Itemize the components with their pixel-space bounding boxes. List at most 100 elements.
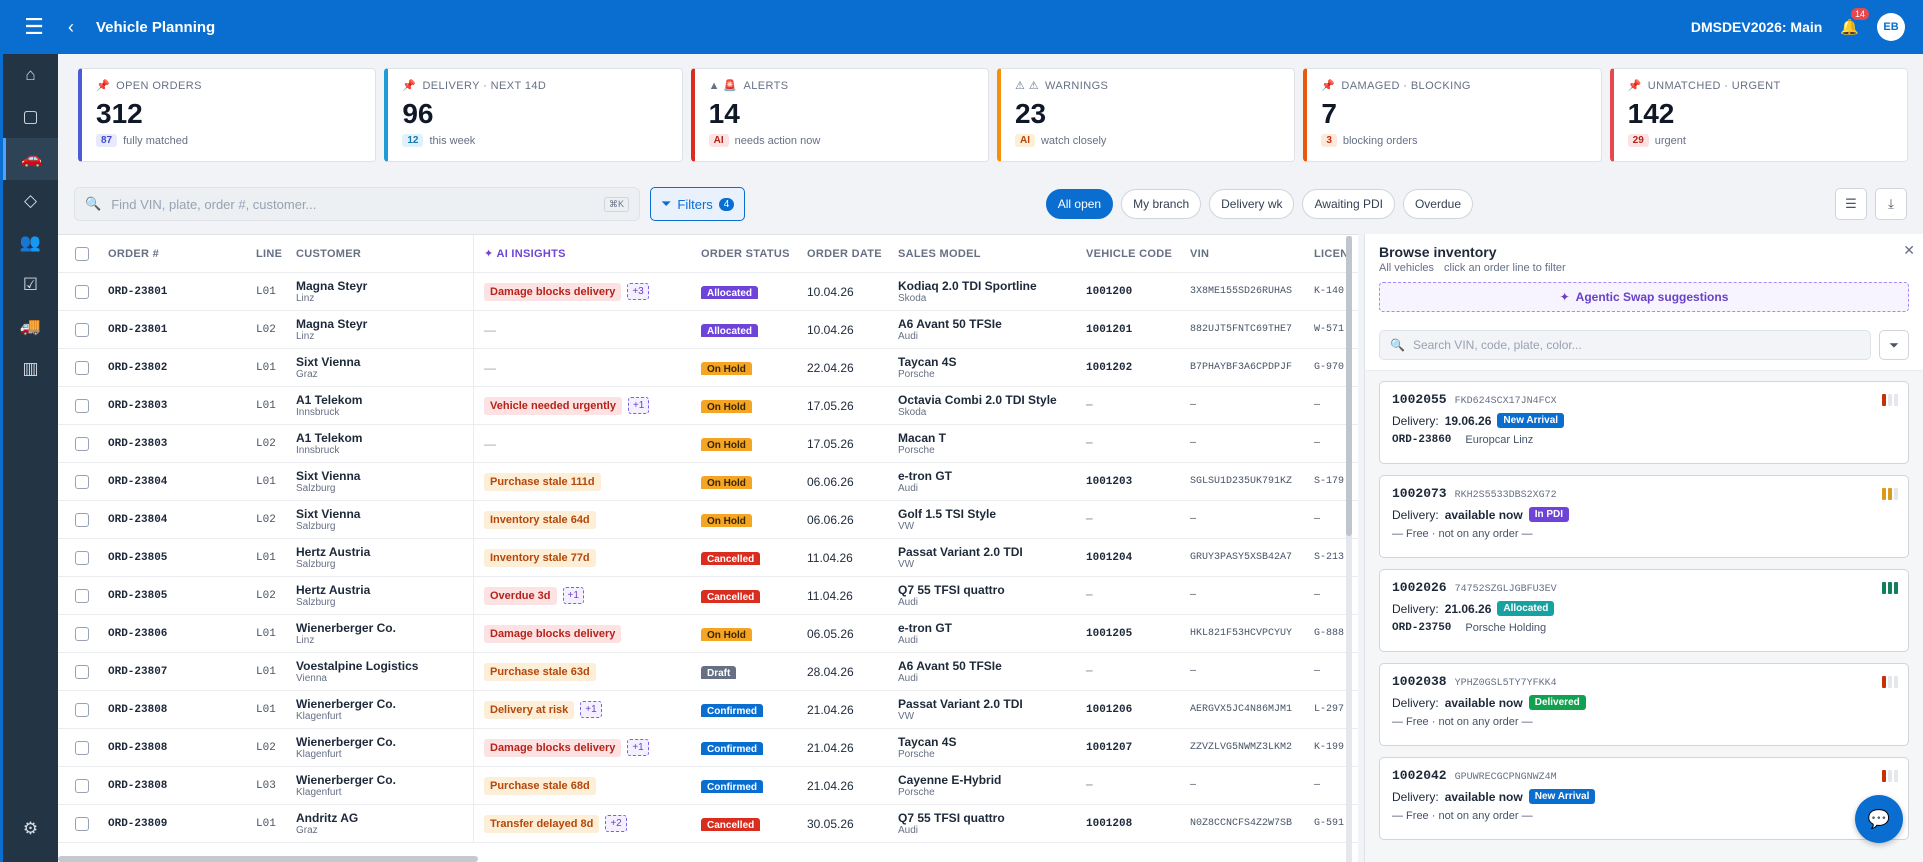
ai-insight-tag[interactable]: Delivery at risk	[484, 700, 575, 719]
order-number[interactable]: ORD-23808	[108, 779, 168, 792]
agentic-swap-button[interactable]: ✦ Agentic Swap suggestions	[1379, 282, 1909, 312]
sidebar-tag-icon[interactable]: ◇	[23, 191, 38, 210]
close-icon[interactable]: ✕	[1903, 242, 1915, 258]
inventory-card[interactable]: 1002038 YPHZ0GSL5TY7YFKK4 Delivery: availab…	[1379, 663, 1909, 746]
row-checkbox[interactable]	[75, 740, 89, 755]
quick-filter-pill[interactable]: My branch	[1121, 189, 1202, 219]
table-row[interactable]: ORD-23803 L02 A1 Telekom Innsbruck — On Hold 1…	[58, 425, 1358, 463]
order-number[interactable]: ORD-23803	[108, 399, 168, 412]
table-row[interactable]: ORD-23801 L01 Magna Steyr Linz Damage blocks…	[58, 273, 1358, 311]
vehicle-code[interactable]: 1001208	[1086, 817, 1133, 830]
sidebar-car-icon[interactable]: 🚗	[3, 138, 58, 180]
license-value[interactable]: K-140	[1314, 286, 1345, 297]
col-status[interactable]: ORDER STATUS	[701, 247, 790, 260]
vin-value[interactable]: AERGVX5JC4N86MJM1	[1190, 704, 1293, 715]
table-row[interactable]: ORD-23809 L01 Andritz AG Graz Transfer delay…	[58, 805, 1358, 843]
ai-insight-tag[interactable]: Vehicle needed urgently	[484, 396, 622, 415]
bell-icon[interactable]: 🔔 14	[1840, 8, 1869, 36]
order-number[interactable]: ORD-23808	[108, 703, 168, 716]
row-checkbox[interactable]	[75, 702, 89, 717]
ai-insight-tag[interactable]: Purchase stale 63d	[484, 662, 596, 681]
kpi-card[interactable]: 📌 DELIVERY · NEXT 14D 96 12 this week	[384, 68, 683, 162]
vehicle-code[interactable]: 1001204	[1086, 551, 1133, 564]
row-checkbox[interactable]	[75, 550, 89, 565]
vehicle-code[interactable]: 1001206	[1086, 703, 1133, 716]
kpi-card[interactable]: 📌 OPEN ORDERS 312 87 fully matched	[78, 68, 377, 162]
table-row[interactable]: ORD-23805 L02 Hertz Austria Salzburg Overdue…	[58, 577, 1358, 615]
ai-insight-tag[interactable]: Purchase stale 68d	[484, 776, 596, 795]
row-checkbox[interactable]	[75, 360, 89, 375]
inventory-card[interactable]: 1002026 74752SZGLJGBFU3EV Delivery: 21.06.2…	[1379, 569, 1909, 652]
ai-insight-tag[interactable]: Transfer delayed 8d	[484, 814, 600, 833]
linked-order[interactable]: ORD-23860	[1392, 434, 1452, 446]
table-row[interactable]: ORD-23808 L03 Wienerberger Co. Klagenfurt Pu…	[58, 767, 1358, 805]
kpi-card[interactable]: ⚠ ⚠ WARNINGS 23 AI watch closely	[996, 68, 1296, 162]
sidebar-truck-icon[interactable]: 🚚	[19, 317, 42, 336]
search-input[interactable]: 🔍 Find VIN, plate, order #, customer... …	[74, 187, 640, 221]
sidebar-chart-icon[interactable]: ▥	[22, 359, 39, 378]
sidebar-checklist-icon[interactable]: ☑	[22, 275, 39, 294]
col-license[interactable]: LICEN	[1314, 247, 1349, 260]
filters-button[interactable]: ⏷ Filters 4	[650, 187, 746, 221]
inventory-card[interactable]: 1002042 GPUWRECGCPNGNWZ4M Delivery: availab…	[1379, 757, 1909, 840]
select-all-checkbox[interactable]	[75, 246, 89, 261]
back-chevron-icon[interactable]: ‹	[68, 16, 74, 37]
linked-order[interactable]: ORD-23750	[1392, 622, 1452, 634]
table-row[interactable]: ORD-23807 L01 Voestalpine Logistics Vienna P…	[58, 653, 1358, 691]
inventory-search-input[interactable]: 🔍 Search VIN, code, plate, color...	[1379, 330, 1871, 360]
vin-value[interactable]: ZZVZLVG5NWMZ3LKM2	[1190, 742, 1293, 753]
row-checkbox[interactable]	[75, 588, 89, 603]
chat-icon[interactable]: 💬	[1855, 795, 1903, 843]
order-number[interactable]: ORD-23801	[108, 323, 168, 336]
table-row[interactable]: ORD-23804 L02 Sixt Vienna Salzburg Inventory…	[58, 501, 1358, 539]
quick-filter-pill[interactable]: Delivery wk	[1209, 189, 1295, 219]
license-value[interactable]: S-179	[1314, 476, 1345, 487]
ai-insight-tag[interactable]: Overdue 3d	[484, 586, 557, 605]
order-number[interactable]: ORD-23804	[108, 513, 168, 526]
inventory-card[interactable]: 1002073 RKH2S5533DBS2XG72 Delivery: availab…	[1379, 475, 1909, 558]
order-number[interactable]: ORD-23806	[108, 627, 168, 640]
vehicle-code[interactable]: 1001207	[1086, 741, 1133, 754]
settings-gear-icon[interactable]: ⚙	[22, 819, 39, 838]
order-number[interactable]: ORD-23805	[108, 589, 168, 602]
row-checkbox[interactable]	[75, 474, 89, 489]
kpi-card[interactable]: 📌 UNMATCHED · URGENT 142 29 urgent	[1609, 68, 1908, 162]
vehicle-code[interactable]: 1001201	[1086, 323, 1133, 336]
license-value[interactable]: L-297	[1314, 704, 1345, 715]
ai-insight-tag[interactable]: Purchase stale 111d	[484, 472, 601, 491]
license-value[interactable]: S-213	[1314, 552, 1345, 563]
avatar[interactable]: EB	[1877, 13, 1905, 41]
row-checkbox[interactable]	[75, 398, 89, 413]
table-row[interactable]: ORD-23805 L01 Hertz Austria Salzburg Invento…	[58, 539, 1358, 577]
quick-filter-pill[interactable]: All open	[1045, 189, 1114, 219]
col-model[interactable]: SALES MODEL	[898, 247, 981, 260]
order-number[interactable]: ORD-23802	[108, 361, 168, 374]
row-checkbox[interactable]	[75, 322, 89, 337]
sidebar-users-icon[interactable]: 👥	[19, 233, 42, 252]
quick-filter-pill[interactable]: Awaiting PDI	[1302, 189, 1395, 219]
sidebar-document-icon[interactable]: ▢	[22, 107, 39, 126]
vehicle-code[interactable]: 1001205	[1086, 627, 1133, 640]
inventory-filter-icon[interactable]: ⏷	[1879, 330, 1909, 360]
ai-insight-tag[interactable]: Inventory stale 64d	[484, 510, 596, 529]
order-number[interactable]: ORD-23805	[108, 551, 168, 564]
vin-value[interactable]: B7PHAYBF3A6CPDPJF	[1190, 362, 1293, 373]
vehicle-code[interactable]: 1001200	[1086, 285, 1133, 298]
license-value[interactable]: K-199	[1314, 742, 1345, 753]
vehicle-code[interactable]: 1001202	[1086, 361, 1133, 374]
vertical-scrollbar[interactable]	[1346, 236, 1352, 862]
table-row[interactable]: ORD-23804 L01 Sixt Vienna Salzburg Purchase …	[58, 463, 1358, 501]
row-checkbox[interactable]	[75, 512, 89, 527]
license-value[interactable]: G-970	[1314, 362, 1345, 373]
order-number[interactable]: ORD-23801	[108, 285, 168, 298]
row-checkbox[interactable]	[75, 436, 89, 451]
col-vehicle-code[interactable]: VEHICLE CODE	[1086, 247, 1173, 260]
table-row[interactable]: ORD-23801 L02 Magna Steyr Linz — Allocated 10.…	[58, 311, 1358, 349]
row-checkbox[interactable]	[75, 816, 89, 831]
vin-value[interactable]: HKL821F53HCVPCYUY	[1190, 628, 1293, 639]
col-order[interactable]: ORDER #	[108, 247, 159, 260]
table-row[interactable]: ORD-23806 L01 Wienerberger Co. Linz Damage b…	[58, 615, 1358, 653]
ai-insight-tag[interactable]: Damage blocks delivery	[484, 624, 622, 643]
row-checkbox[interactable]	[75, 778, 89, 793]
table-row[interactable]: ORD-23803 L01 A1 Telekom Innsbruck Vehicle n…	[58, 387, 1358, 425]
